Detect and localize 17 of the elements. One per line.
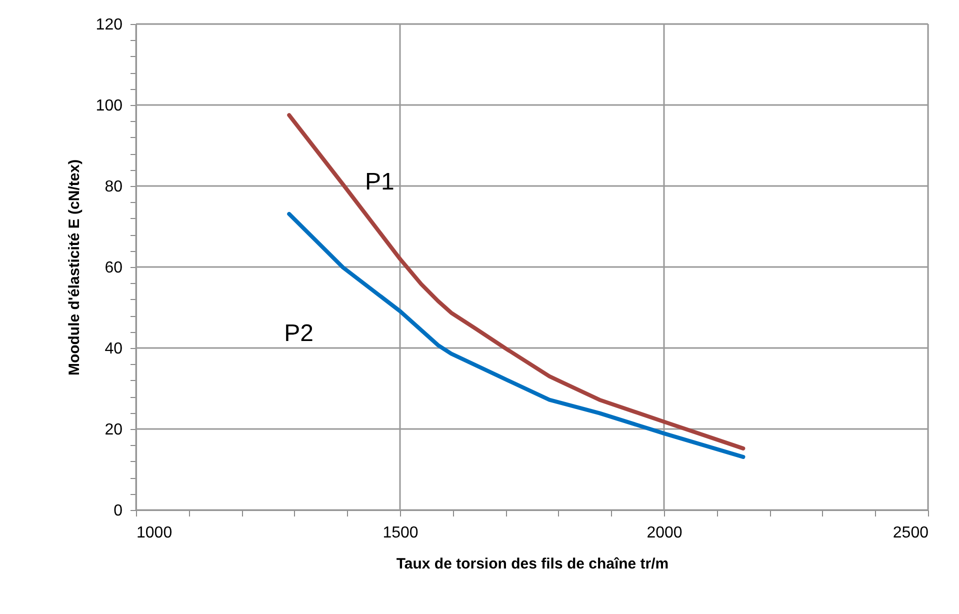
series-label: P1 bbox=[364, 168, 394, 196]
y-tick-label: 120 bbox=[96, 16, 123, 34]
y-tick-label: 60 bbox=[104, 260, 123, 276]
x-tick-label: 1500 bbox=[382, 524, 418, 542]
y-tick-label: 80 bbox=[104, 178, 123, 196]
text: P2 bbox=[284, 320, 314, 347]
line-series bbox=[287, 113, 746, 450]
x-tick-label: 2500 bbox=[892, 524, 929, 542]
y-tick-label: 100 bbox=[96, 98, 123, 114]
y-tick-label: 0 bbox=[114, 502, 123, 520]
line-series bbox=[287, 212, 746, 459]
y-axis-title: Moodule d'élasticité E (cN/tex) bbox=[66, 159, 83, 376]
x-tick-label: 1000 bbox=[136, 524, 172, 542]
x-axis-title: Taux de torsion des fils de chaîne tr/m bbox=[396, 556, 669, 572]
y-tick-label: 40 bbox=[104, 340, 123, 358]
x-tick-label: 2000 bbox=[646, 524, 682, 542]
y-tick-label: 20 bbox=[104, 422, 123, 438]
